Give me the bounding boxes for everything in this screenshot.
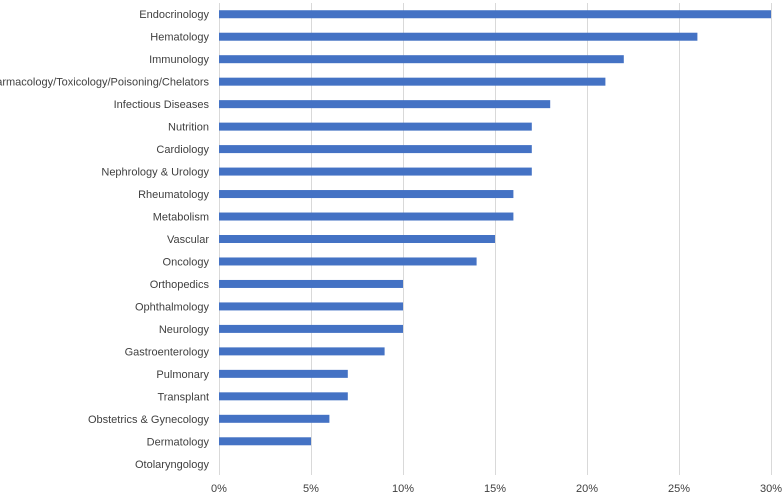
category-label: Rheumatology bbox=[138, 189, 209, 201]
category-label: Neurology bbox=[159, 324, 210, 336]
category-label: Obstetrics & Gynecology bbox=[88, 414, 210, 426]
category-label: Oncology bbox=[163, 256, 210, 268]
category-label: Immunology bbox=[149, 54, 209, 66]
category-labels: Endocrinology Hematology Immunology Pharmac… bbox=[0, 9, 209, 471]
category-label: Transplant bbox=[157, 391, 209, 403]
bar bbox=[219, 235, 495, 243]
x-tick-label: 5% bbox=[303, 483, 319, 495]
bars bbox=[219, 10, 771, 446]
bar bbox=[219, 32, 698, 41]
bar bbox=[219, 257, 477, 266]
category-label: Orthopedics bbox=[150, 279, 210, 291]
bar bbox=[219, 369, 348, 378]
category-label: Infectious Diseases bbox=[114, 99, 210, 111]
category-label: Hematology bbox=[150, 32, 209, 44]
bar bbox=[219, 55, 624, 64]
category-label: Endocrinology bbox=[139, 9, 209, 21]
x-tick-label: 0% bbox=[211, 483, 227, 495]
category-label: Pharmacology/Toxicology/Poisoning/Chelat… bbox=[0, 77, 209, 89]
x-tick-label: 30% bbox=[760, 483, 782, 495]
bar bbox=[219, 100, 551, 109]
bar bbox=[219, 279, 403, 288]
x-tick-label: 10% bbox=[392, 483, 414, 495]
x-axis-tick-labels: 0% 5% 10% 15% 20% 25% 30% bbox=[211, 483, 782, 495]
category-label: Otolaryngology bbox=[135, 459, 209, 471]
category-label: Metabolism bbox=[153, 212, 209, 224]
category-label: Gastroenterology bbox=[125, 346, 210, 358]
category-label: Dermatology bbox=[147, 436, 210, 448]
category-label: Nutrition bbox=[168, 122, 209, 134]
bar bbox=[219, 324, 403, 333]
category-label: Nephrology & Urology bbox=[101, 167, 209, 179]
x-tick-label: 15% bbox=[484, 483, 506, 495]
bar bbox=[219, 122, 532, 131]
bar bbox=[219, 437, 311, 446]
bar bbox=[219, 414, 330, 423]
bar bbox=[219, 302, 403, 311]
bar bbox=[219, 190, 514, 199]
bar bbox=[219, 77, 606, 86]
x-tick-label: 25% bbox=[668, 483, 690, 495]
category-label: Pulmonary bbox=[156, 369, 209, 381]
category-label: Cardiology bbox=[156, 144, 209, 156]
bar bbox=[219, 392, 348, 401]
bar bbox=[219, 167, 532, 176]
bar bbox=[219, 212, 514, 221]
x-tick-label: 20% bbox=[576, 483, 598, 495]
category-label: Vascular bbox=[167, 234, 209, 246]
bar bbox=[219, 10, 771, 19]
category-label: Ophthalmology bbox=[135, 301, 209, 313]
bar bbox=[219, 145, 532, 154]
bar bbox=[219, 347, 385, 356]
